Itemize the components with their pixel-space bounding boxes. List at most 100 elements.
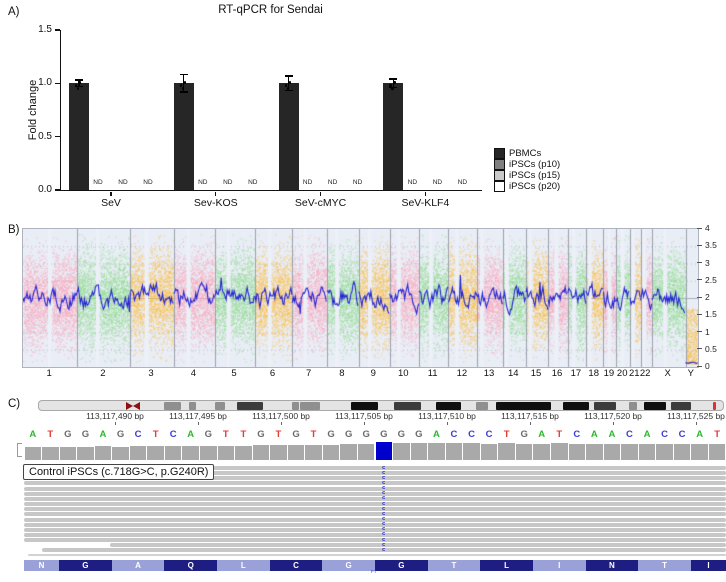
- chromosome-label: 14: [507, 368, 519, 379]
- sequence-base: C: [450, 429, 458, 440]
- sequence-base: G: [257, 429, 265, 440]
- ideogram-band: [300, 401, 320, 410]
- data-point-dot: [183, 81, 186, 84]
- read-row: [24, 496, 726, 501]
- ideogram-band: [563, 401, 589, 410]
- chromosome-label: X: [664, 368, 671, 379]
- read-variant-allele: c: [382, 521, 386, 528]
- amino-acid-segment: T: [427, 560, 481, 571]
- coverage-bar: [24, 447, 42, 460]
- read-row: [24, 471, 726, 476]
- chromosome-label: 12: [456, 368, 468, 379]
- coverage-bar: [428, 443, 445, 460]
- read-variant-allele: c: [382, 500, 386, 507]
- cnv-axis-tick: [697, 262, 702, 263]
- coverage-bar: [656, 443, 673, 460]
- legend: PBMCs iPSCs (p10) iPSCs (p15) iPSCs (p20): [494, 148, 614, 196]
- amino-acid-segment: N: [24, 560, 60, 571]
- amino-acid-segment: L: [480, 560, 533, 571]
- ruler-label: 113,117,500 bp: [252, 411, 310, 421]
- nd-label: ND: [302, 179, 313, 186]
- error-bar-cap: [75, 85, 83, 88]
- coverage-bar: [322, 444, 340, 460]
- ruler-tick: [280, 422, 282, 425]
- sequence-base: C: [661, 429, 668, 440]
- data-point-dot: [286, 87, 289, 90]
- sequence-base: G: [362, 429, 370, 440]
- sequence-base: C: [468, 429, 475, 440]
- chromosome-label: 3: [148, 368, 154, 379]
- coverage-bar: [638, 444, 656, 460]
- legend-row: iPSCs (p20): [494, 180, 560, 192]
- coverage-bar: [568, 443, 586, 460]
- amino-acid-segment: A: [111, 560, 165, 571]
- cnv-axis-tick-label: 1: [705, 326, 710, 337]
- ideogram-band: [215, 401, 225, 410]
- legend-swatch: [494, 180, 505, 192]
- cnv-axis-tick: [697, 227, 702, 229]
- cnv-axis-tick-label: 4: [705, 223, 710, 233]
- sequence-base: C: [134, 429, 142, 440]
- read-row: [24, 538, 726, 543]
- amino-acid-segment: G: [375, 560, 428, 571]
- read-variant-allele: c: [382, 546, 386, 553]
- panel-a-rtqpcr-chart: A) RT-qPCR for Sendai Fold change 0.0 0.5…: [0, 0, 726, 222]
- sample-label-box: Control iPSCs (c.718G>C, p.G240R): [23, 464, 215, 480]
- coverage-bar: [515, 443, 533, 460]
- legend-label: PBMCs: [509, 148, 542, 159]
- legend-swatch: [494, 148, 505, 159]
- data-point-dot: [288, 81, 291, 84]
- legend-row: iPSCs (p10): [494, 158, 561, 170]
- read-variant-allele: c: [382, 464, 386, 471]
- cnv-axis-tick: [697, 365, 702, 367]
- coverage-bar: [147, 446, 164, 460]
- data-point-dot: [284, 84, 287, 87]
- coverage-bar: [42, 446, 59, 460]
- error-bar: [78, 80, 80, 87]
- cnv-axis-tick: [697, 279, 702, 281]
- sequence-base: C: [626, 429, 633, 440]
- coverage-bar: [217, 445, 235, 460]
- coverage-bar: [410, 443, 428, 460]
- amino-acid-segment: N: [585, 560, 639, 571]
- sequence-base: A: [643, 429, 651, 440]
- cnv-axis-tick: [697, 348, 702, 350]
- coverage-bar: [708, 443, 726, 460]
- position-marker-left: [126, 401, 133, 410]
- sequence-base: G: [415, 429, 423, 440]
- read-variant-allele: c: [382, 531, 386, 538]
- coverage-bar: [340, 444, 357, 460]
- error-bar: [287, 75, 290, 91]
- chromosome-label: 6: [269, 368, 276, 379]
- read-row: [42, 548, 726, 553]
- ideogram-band: [292, 401, 299, 410]
- chromosome-labels: 1 2 3 4 5 6 7 8 9 10 11 12 13 14 15 16 17 18 19 20 21 22 X Y: [0, 368, 726, 382]
- ideogram-band: [164, 401, 181, 410]
- coverage-bar: [445, 443, 463, 460]
- chromosome-label: 19: [603, 368, 615, 379]
- error-bar-cap: [284, 90, 293, 92]
- sequence-base: A: [590, 429, 598, 440]
- coverage-bar: [235, 445, 252, 460]
- ideogram-band: [644, 401, 666, 410]
- nd-label: ND: [198, 179, 208, 186]
- data-point-dot: [393, 81, 396, 84]
- read-row: [24, 481, 726, 486]
- legend-label: iPSCs (p10): [509, 158, 561, 170]
- sequence-base: G: [116, 429, 125, 440]
- chromosome-label: 4: [190, 368, 197, 379]
- cnv-axis-tick-label: 1.5: [705, 309, 717, 320]
- error-bar-cap: [389, 78, 398, 80]
- coverage-bar: [463, 443, 480, 460]
- ruler-tick: [446, 422, 448, 425]
- amino-acid-segment: C: [269, 560, 323, 571]
- coverage-bar: [164, 445, 182, 460]
- read-row: [24, 507, 726, 512]
- sequence-base: T: [310, 429, 317, 440]
- chromosome-ideogram: [38, 400, 724, 411]
- coverage-bar: [533, 443, 550, 460]
- coverage-bar: [357, 443, 375, 460]
- x-category-label: SeV-KLF4: [401, 197, 450, 209]
- panel-a-label: A): [8, 6, 20, 18]
